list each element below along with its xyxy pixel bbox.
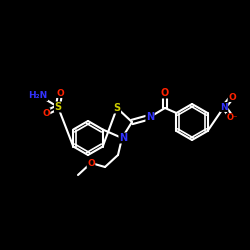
Text: N: N <box>146 112 154 122</box>
Text: O: O <box>42 108 50 118</box>
Text: N: N <box>119 133 127 143</box>
Text: S: S <box>114 103 120 113</box>
Text: H₂N: H₂N <box>28 92 48 100</box>
Text: N: N <box>220 102 228 112</box>
Text: O: O <box>228 92 236 102</box>
Text: O⁻: O⁻ <box>226 114 238 122</box>
Text: O: O <box>87 158 95 168</box>
Text: O: O <box>161 88 169 98</box>
Text: O: O <box>56 88 64 98</box>
Text: S: S <box>54 102 62 112</box>
